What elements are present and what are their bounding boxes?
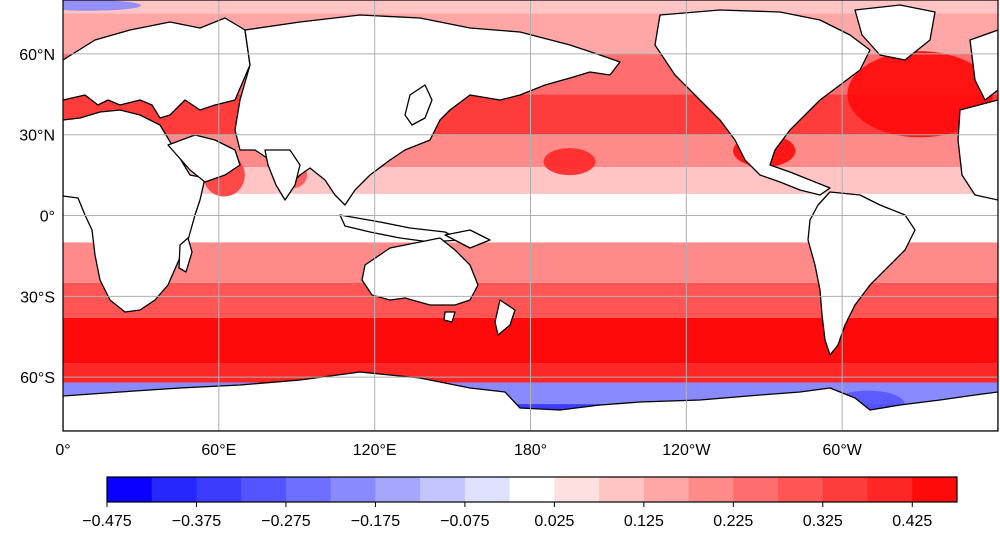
lat-tick-label: 0° xyxy=(40,209,55,226)
colorbar-swatch xyxy=(778,477,824,502)
lat-tick-label: 60°S xyxy=(20,370,55,387)
north-america xyxy=(654,9,871,196)
colorbar: −0.475 −0.375 −0.275 −0.175 −0.075 0.025 0.125… xyxy=(82,476,958,530)
lon-tick-label: 180° xyxy=(514,442,547,459)
new-zealand xyxy=(494,299,516,336)
new-guinea xyxy=(444,229,491,249)
colorbar-swatch xyxy=(643,477,690,502)
colorbar-swatch xyxy=(330,477,376,502)
lon-tick-label: 120°W xyxy=(662,442,711,459)
colorbar-tick-label: 0.025 xyxy=(534,513,574,530)
colorbar-frame xyxy=(106,476,958,503)
iberia-west-africa xyxy=(957,99,998,201)
colorbar-swatch xyxy=(509,477,555,502)
greenland xyxy=(854,4,936,61)
lat-tick-label: 30°N xyxy=(19,128,55,145)
map-frame xyxy=(62,0,999,432)
colorbar-swatch xyxy=(420,477,466,502)
colorbar-swatches xyxy=(107,477,958,502)
colorbar-swatch xyxy=(375,477,421,502)
lat-tick-label: 60°N xyxy=(19,47,55,64)
colorbar-swatch xyxy=(196,477,242,502)
graticule xyxy=(63,0,998,431)
lon-tick-label: 60°E xyxy=(201,442,236,459)
lon-tick-label: 0° xyxy=(55,442,70,459)
colorbar-swatch xyxy=(464,477,511,502)
colorbar-swatch xyxy=(822,477,869,502)
colorbar-swatch xyxy=(241,477,287,502)
colorbar-tick-label: −0.475 xyxy=(82,513,131,530)
africa-eurasia-west xyxy=(63,17,251,119)
colorbar-tick-label: −0.375 xyxy=(172,513,221,530)
land-masses xyxy=(63,4,998,431)
indonesia xyxy=(339,214,461,243)
colorbar-tick-label: −0.275 xyxy=(261,513,310,530)
colorbar-tick-labels: −0.475 −0.375 −0.275 −0.175 −0.075 0.025 0.125… xyxy=(82,513,932,530)
colorbar-swatch xyxy=(285,477,332,502)
colorbar-swatch xyxy=(554,477,600,502)
subtropical-north-pacific-anomaly xyxy=(543,148,596,176)
longitude-labels: 0° 60°E 120°E 180° 120°W 60°W xyxy=(55,442,862,459)
colorbar-swatch xyxy=(867,477,913,502)
north-atlantic-anomaly xyxy=(847,51,993,138)
colorbar-swatch xyxy=(151,477,197,502)
colorbar-tick-label: −0.075 xyxy=(440,513,489,530)
britain-scandinavia xyxy=(969,29,998,101)
arabia xyxy=(167,134,241,183)
madagascar xyxy=(178,237,193,273)
india xyxy=(264,149,301,201)
arctic-strip-anomaly xyxy=(63,0,141,11)
lon-tick-label: 120°E xyxy=(353,442,397,459)
colorbar-swatch xyxy=(688,477,734,502)
tasmania xyxy=(443,311,456,323)
antarctica xyxy=(63,371,998,431)
latitude-labels: 60°N 30°N 0° 30°S 60°S xyxy=(19,47,55,387)
colorbar-swatch xyxy=(733,477,779,502)
lat-tick-label: 30°S xyxy=(20,289,55,306)
colorbar-swatch xyxy=(107,477,153,502)
colorbar-ticks xyxy=(106,502,913,507)
colorbar-swatch xyxy=(912,477,958,502)
colorbar-tick-label: 0.425 xyxy=(892,513,932,530)
colorbar-tick-label: −0.175 xyxy=(351,513,400,530)
colorbar-tick-label: 0.325 xyxy=(803,513,843,530)
colorbar-tick-label: 0.225 xyxy=(713,513,753,530)
japan xyxy=(404,84,433,126)
colorbar-tick-label: 0.125 xyxy=(624,513,664,530)
map-area xyxy=(63,0,998,431)
africa xyxy=(63,109,206,313)
colorbar-swatch xyxy=(599,477,645,502)
south-america xyxy=(807,191,916,356)
lon-tick-label: 60°W xyxy=(823,442,863,459)
